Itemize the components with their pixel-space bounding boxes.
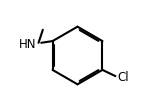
Text: Cl: Cl [118, 70, 129, 83]
Text: HN: HN [19, 38, 37, 50]
